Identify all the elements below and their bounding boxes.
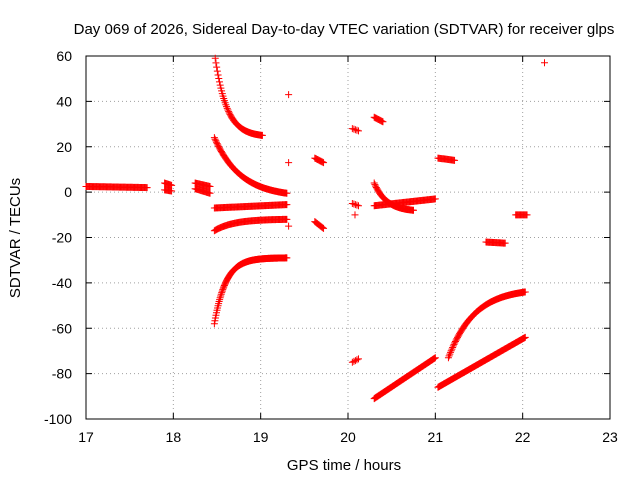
data-point [351,126,359,134]
data-point [351,201,359,209]
data-point [320,159,328,167]
data-point [212,59,220,67]
data-point [350,200,358,208]
x-tick-label: 17 [78,429,94,445]
chart-title: Day 069 of 2026, Sidereal Day-to-day VTE… [74,21,615,38]
data-point [379,118,387,126]
data-point [212,137,220,145]
data-point [541,59,548,67]
y-tick-label: 60 [56,48,72,64]
data-point [348,358,356,366]
x-axis-title: GPS time / hours [287,457,401,474]
data-point [224,106,232,114]
data-point [521,333,529,341]
data-point [447,347,455,355]
grid [86,56,610,419]
x-tick-label: 22 [515,429,531,445]
data-point [216,81,224,89]
data-point [216,294,224,302]
y-tick-label: -60 [52,320,72,336]
data-point [206,182,214,190]
data-point [318,223,326,231]
data-point [451,156,459,164]
data-point [431,195,439,203]
data-point [351,211,359,219]
data-point [450,340,458,348]
x-tick-label: 21 [428,429,444,445]
data-point [354,202,362,210]
data-point [210,134,218,142]
data-point [351,357,359,365]
data-point [283,215,291,223]
x-tick-label: 18 [166,429,182,445]
data-marks [82,54,548,403]
y-tick-label: -80 [52,366,72,382]
data-point [225,108,233,116]
data-point [218,287,226,295]
data-point [319,224,327,232]
data-point [446,350,454,358]
data-point [211,54,219,62]
x-tick-label: 23 [602,429,618,445]
data-point [451,339,459,347]
data-point [217,292,225,300]
data-point [350,125,358,133]
data-point [320,224,328,232]
data-point [223,103,231,111]
y-tick-label: -20 [52,230,72,246]
data-point [353,201,361,209]
y-tick-label: -100 [44,411,72,427]
data-point [214,71,222,79]
data-point [283,201,291,209]
data-point [353,126,361,134]
data-point [215,75,223,83]
y-tick-label: 40 [56,93,72,109]
data-point [501,239,509,247]
data-point [168,187,176,195]
data-point [448,345,456,353]
data-point [350,357,358,365]
y-tick-label: 0 [64,184,72,200]
data-point [285,222,293,230]
data-point [213,63,221,71]
x-tick-label: 19 [253,429,269,445]
data-point [218,289,226,297]
data-point [523,211,531,219]
data-point [371,181,379,189]
data-point [431,354,439,362]
x-tick-label: 20 [340,429,356,445]
data-point [211,135,219,143]
data-point [447,348,455,356]
data-point [445,352,453,360]
data-point [258,131,266,139]
data-point [283,189,291,197]
data-point [444,354,452,362]
data-point [217,290,225,298]
data-point [354,355,362,363]
data-point [353,356,361,364]
data-point [449,343,457,351]
data-point [285,91,293,99]
data-point [348,125,356,133]
data-point [283,254,291,262]
data-point [210,320,218,328]
y-axis-title: SDTVAR / TECUs [7,178,24,298]
data-point [213,67,221,75]
data-point [521,288,529,296]
data-point [223,104,231,112]
data-point [215,78,223,86]
data-point [348,199,356,207]
y-tick-label: 20 [56,139,72,155]
data-point [285,159,293,167]
data-point [370,179,378,187]
y-tick-label: -40 [52,275,72,291]
data-point [410,206,417,214]
data-point [206,189,214,197]
data-point [449,342,457,350]
axis-ticks: 17 18 19 20 21 22 23 60 40 20 0 -20 -40 -60 -80 -100 [44,48,618,445]
data-point [143,184,151,192]
data-point [354,127,362,135]
